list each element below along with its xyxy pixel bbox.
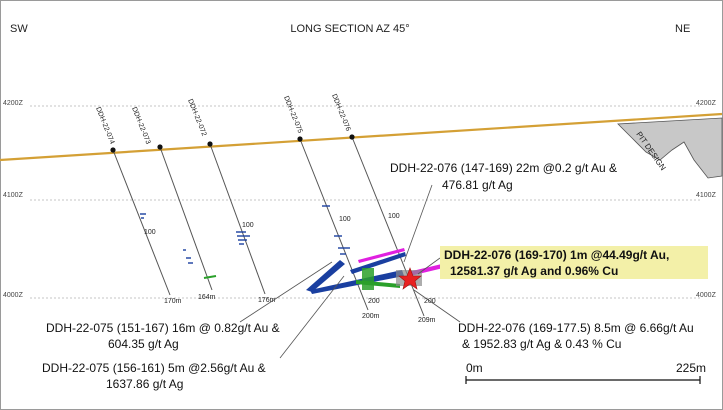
trace-ddh-22-072	[209, 143, 266, 295]
collar-ddh-22-074	[110, 147, 116, 153]
annotation-3-line1: DDH-22-075 (151-167) 16m @ 0.82g/t Au &	[46, 321, 280, 335]
elev-label-right-middle: 4100Z	[696, 192, 717, 199]
collar-ddh-22-076	[349, 134, 355, 140]
drill-hole-traces	[112, 136, 425, 317]
direction-ne: NE	[675, 23, 690, 35]
depth-ddh-22-073: 164m	[198, 294, 216, 301]
marker-200-ddh-22-075: 200	[368, 298, 380, 305]
annotation-1-line1: DDH-22-076 (147-169) 22m @0.2 g/t Au &	[390, 161, 617, 175]
depth-ddh-22-074: 170m	[164, 298, 182, 305]
annotation-4-line2: 1637.86 g/t Ag	[106, 377, 183, 391]
collar-ddh-22-075	[297, 136, 303, 142]
annotation-2-line2: 12581.37 g/t Ag and 0.96% Cu	[450, 264, 618, 278]
elev-label-left-top: 4200Z	[3, 100, 24, 107]
depth-ddh-22-072: 176m	[258, 297, 276, 304]
assay-bars-ddh-22-074	[140, 213, 146, 219]
topography-line	[0, 112, 723, 162]
collar-ddh-22-072	[207, 141, 213, 147]
leader-a1	[403, 184, 433, 263]
scale-bar	[465, 376, 701, 384]
annotation-1-line2: 476.81 g/t Ag	[442, 178, 513, 192]
elev-label-left-bottom: 4000Z	[3, 292, 24, 299]
elev-label-right-top: 4200Z	[696, 100, 717, 107]
leader-a2	[417, 257, 441, 275]
callout-leaders	[239, 184, 461, 359]
ribbon-blue-1	[306, 260, 345, 292]
pit-design-shape	[617, 117, 723, 179]
scale-end-label: 225m	[676, 361, 706, 375]
trace-ddh-22-074	[112, 149, 171, 296]
assay-bars-ddh-22-072	[236, 231, 250, 245]
annotation-4-line1: DDH-22-075 (156-161) 5m @2.56g/t Au &	[42, 361, 266, 375]
marker-100-ddh-22-075: 100	[339, 216, 351, 223]
marker-100-ddh-22-072: 100	[242, 222, 254, 229]
scale-start-label: 0m	[466, 361, 483, 375]
green-intercept-ddh-22-073	[203, 275, 217, 279]
marker-100-ddh-22-074: 100	[144, 229, 156, 236]
assay-bars-ddh-22-073	[183, 249, 193, 264]
trace-ddh-22-076	[351, 136, 425, 317]
collar-points	[110, 134, 355, 153]
ribbon-green-2	[362, 268, 374, 290]
section-title: LONG SECTION AZ 45°	[290, 23, 409, 35]
annotation-2-highlight	[440, 246, 708, 279]
ribbon-magenta-1	[358, 248, 405, 263]
elev-label-right-bottom: 4000Z	[696, 292, 717, 299]
assay-bars-ddh-22-075	[322, 205, 350, 255]
annotation-3-line2: 604.35 g/t Ag	[108, 337, 179, 351]
collar-ddh-22-073	[157, 144, 163, 150]
annotation-5-line2: & 1952.83 g/t Ag & 0.43 % Cu	[462, 337, 621, 351]
trace-ddh-22-073	[159, 146, 213, 291]
elev-label-left-middle: 4100Z	[3, 192, 24, 199]
marker-100-ddh-22-076: 100	[388, 213, 400, 220]
direction-sw: SW	[10, 23, 28, 35]
depth-ddh-22-076: 209m	[418, 317, 436, 324]
leader-a4	[279, 275, 345, 359]
annotation-5-line1: DDH-22-076 (169-177.5) 8.5m @ 6.66g/t Au	[458, 321, 694, 335]
annotation-2-line1: DDH-22-076 (169-170) 1m @44.49g/t Au,	[444, 248, 669, 262]
depth-ddh-22-075: 200m	[362, 313, 380, 320]
leader-a5	[413, 289, 461, 323]
high-grade-star-icon	[398, 267, 422, 290]
leader-a3	[239, 261, 333, 323]
